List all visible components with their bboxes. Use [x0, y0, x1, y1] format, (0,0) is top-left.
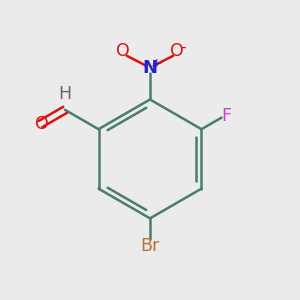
- Text: N: N: [142, 59, 158, 77]
- Text: Br: Br: [140, 237, 160, 255]
- Text: -: -: [181, 39, 186, 54]
- Text: O: O: [170, 42, 184, 60]
- Text: +: +: [152, 57, 161, 70]
- Text: H: H: [58, 85, 72, 103]
- Text: F: F: [221, 107, 231, 125]
- Text: O: O: [35, 115, 49, 133]
- Text: O: O: [116, 42, 130, 60]
